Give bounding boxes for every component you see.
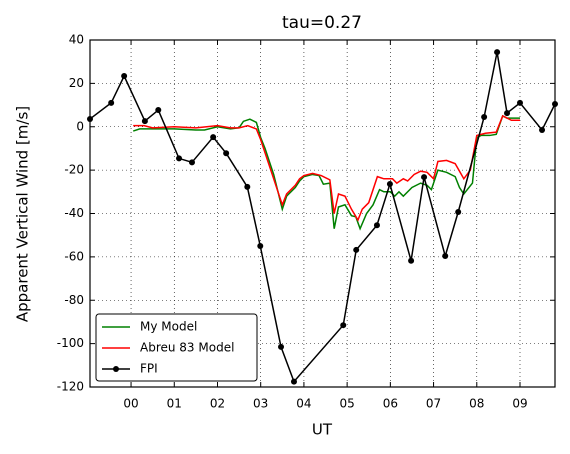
series-marker	[210, 134, 217, 141]
series-marker	[539, 127, 546, 134]
y-tick-label: -40	[64, 206, 84, 220]
series-marker	[504, 110, 511, 117]
y-tick-label: -100	[57, 336, 84, 350]
y-tick-label: -20	[64, 163, 84, 177]
chart-title: tau=0.27	[282, 13, 362, 33]
series-marker	[121, 73, 128, 80]
legend-marker	[113, 366, 119, 372]
series-marker	[421, 174, 428, 181]
series-marker	[455, 208, 462, 215]
series-marker	[141, 118, 148, 125]
y-tick-label: -80	[64, 293, 84, 307]
legend-label: My Model	[140, 320, 197, 334]
legend: My Model Abreu 83 Model FPI	[95, 313, 258, 382]
series-marker	[442, 253, 449, 260]
series-marker	[290, 378, 297, 385]
series-marker	[340, 322, 347, 329]
legend-label: Abreu 83 Model	[140, 341, 234, 355]
x-tick-label: 04	[296, 397, 311, 411]
x-tick-label: 01	[167, 397, 182, 411]
series-marker	[155, 107, 162, 114]
series-marker	[353, 246, 360, 253]
legend-label: FPI	[140, 362, 158, 376]
series-marker	[244, 183, 251, 190]
y-axis-label: Apparent Vertical Wind [m/s]	[14, 106, 32, 322]
series-marker	[223, 150, 230, 157]
series-marker	[257, 243, 264, 250]
series-marker	[278, 343, 285, 350]
series-marker	[481, 113, 488, 120]
series-line	[132, 114, 520, 231]
x-axis-label: UT	[312, 421, 333, 439]
y-tick-label: 0	[76, 119, 84, 133]
x-tick-label: 08	[469, 397, 484, 411]
series-marker	[188, 159, 195, 166]
x-tick-label: 02	[210, 397, 225, 411]
series-marker	[108, 99, 115, 106]
series-line	[133, 114, 520, 222]
series-marker	[386, 181, 393, 188]
x-tick-label: 05	[339, 397, 354, 411]
y-tick-label: -60	[64, 249, 84, 263]
y-tick-label: 20	[69, 76, 84, 90]
series-marker	[408, 257, 415, 264]
x-tick-label: 06	[383, 397, 398, 411]
series-marker	[176, 155, 183, 162]
y-tick-label: 40	[69, 33, 84, 47]
plot-frame	[89, 39, 556, 388]
x-tick-label: 00	[123, 397, 138, 411]
x-tick-label: 09	[512, 397, 527, 411]
x-tick-label: 03	[253, 397, 268, 411]
series-marker	[494, 49, 501, 56]
series-marker	[516, 99, 523, 106]
legend-box	[95, 313, 258, 382]
x-tick-label: 07	[426, 397, 441, 411]
series-marker	[373, 222, 380, 229]
y-tick-label: -120	[57, 380, 84, 394]
